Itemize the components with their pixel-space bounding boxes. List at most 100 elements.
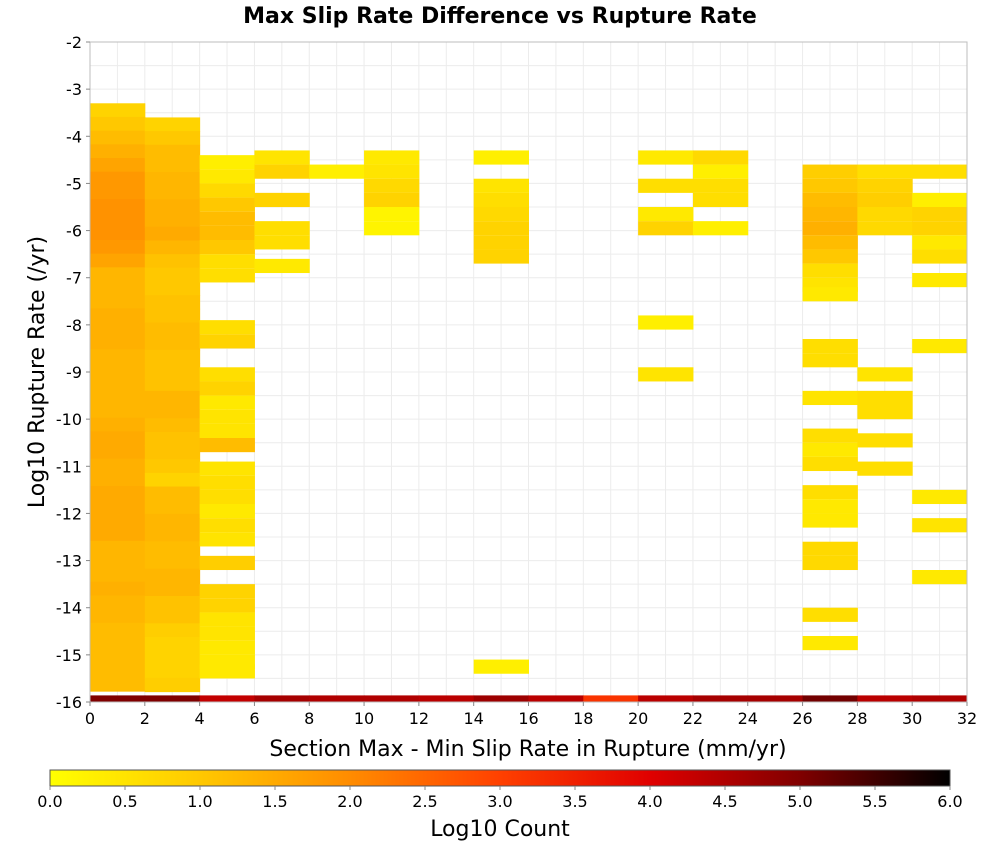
x-tick-label: 0 [85, 709, 95, 728]
heatmap-cell [912, 339, 968, 354]
heatmap-cell [692, 164, 749, 179]
heatmap-cell [199, 489, 255, 505]
heatmap-cell [90, 281, 146, 296]
y-tick-label: -11 [56, 457, 82, 476]
heatmap-cell-bottom [857, 695, 913, 702]
heatmap-cell [802, 287, 858, 302]
heatmap-cell [199, 367, 255, 382]
heatmap-cell [90, 445, 146, 460]
heatmap-cell [90, 116, 146, 132]
heatmap-cell [90, 486, 146, 501]
heatmap-cell [90, 595, 146, 610]
colorbar-tick-label: 5.0 [787, 792, 812, 811]
heatmap-cell [473, 178, 529, 193]
heatmap-cell [144, 240, 201, 255]
heatmap-cell [692, 150, 749, 165]
heatmap-cell [90, 554, 146, 569]
heatmap-cell [90, 240, 146, 255]
heatmap-cell [199, 197, 255, 212]
heatmap-cell [912, 235, 968, 250]
heatmap-cell [144, 213, 201, 228]
heatmap-cell [144, 349, 201, 365]
heatmap-cell [199, 504, 255, 519]
heatmap-cell [857, 178, 913, 193]
y-tick-label: -6 [66, 222, 82, 241]
heatmap-cell [199, 612, 255, 627]
heatmap-cell [90, 568, 146, 583]
x-tick-label: 4 [195, 709, 205, 728]
x-tick-label: 2 [140, 709, 150, 728]
heatmap-cell [144, 226, 201, 241]
heatmap-cell [857, 405, 913, 420]
heatmap-cell [638, 178, 694, 193]
heatmap-cell [254, 192, 310, 208]
heatmap-cell [144, 295, 201, 310]
y-axis-ticks: -2 -3 -4 -5 -6 -7 -8 -9 -10 -11 -12 -13 -14 -15 -16 [56, 33, 90, 712]
heatmap-cell [144, 267, 201, 282]
heatmap-cell [912, 570, 968, 585]
heatmap-cell [857, 221, 913, 236]
heatmap-cell-bottom [747, 695, 804, 702]
heatmap-cell [857, 390, 913, 406]
heatmap-cell-bottom [638, 695, 694, 702]
heatmap-cell [199, 320, 255, 335]
y-tick-label: -8 [66, 316, 82, 335]
heatmap-cell [692, 192, 749, 208]
colorbar-tick-label: 3.5 [562, 792, 587, 811]
heatmap-cell [802, 555, 858, 571]
heatmap-cell [199, 268, 255, 283]
heatmap-cell [802, 607, 858, 622]
y-tick-label: -12 [56, 504, 82, 523]
heatmap-cell [802, 164, 858, 179]
heatmap-cell-bottom [199, 695, 255, 702]
heatmap-cell [90, 622, 146, 637]
heatmap-cell [90, 417, 146, 432]
heatmap-cell [802, 456, 858, 472]
heatmap-cell [144, 459, 201, 474]
heatmap-cell-bottom [473, 695, 529, 702]
y-tick-label: -3 [66, 80, 82, 99]
heatmap-cell [857, 367, 913, 382]
heatmap-cell [802, 249, 858, 264]
heatmap-cell [638, 150, 694, 165]
heatmap-cell [802, 541, 858, 556]
heatmap-cell-bottom [144, 695, 201, 702]
heatmap-cell [144, 677, 201, 693]
heatmap-cell [199, 598, 255, 613]
colorbar-tick-label: 2.5 [412, 792, 437, 811]
heatmap-cell-bottom [90, 695, 146, 702]
heatmap-cell [144, 117, 201, 132]
heatmap-cell [364, 178, 420, 193]
colorbar-tick-label: 1.0 [187, 792, 212, 811]
y-tick-label: -10 [56, 410, 82, 429]
heatmap-cell [90, 581, 146, 596]
heatmap-cell [199, 334, 255, 349]
heatmap-cell [802, 178, 858, 193]
heatmap-cell [254, 164, 310, 179]
heatmap-cell-bottom [254, 695, 310, 702]
heatmap-cell [144, 131, 201, 146]
colorbar-tick-label: 4.0 [637, 792, 662, 811]
y-tick-label: -15 [56, 646, 82, 665]
heatmap-cell [90, 322, 146, 337]
x-tick-label: 18 [573, 709, 593, 728]
heatmap-cell [199, 409, 255, 424]
heatmap-cell [144, 636, 201, 652]
colorbar-tick-label: 0.0 [37, 792, 62, 811]
heatmap-cell [364, 207, 420, 222]
heatmap-cell-bottom [309, 695, 365, 702]
heatmap-cell [364, 150, 420, 165]
heatmap-cell [90, 335, 146, 350]
heatmap-cell [473, 221, 529, 236]
heatmap-cell [144, 527, 201, 542]
heatmap-cell [473, 150, 529, 165]
y-tick-label: -16 [56, 693, 82, 712]
heatmap-cell [144, 172, 201, 187]
heatmap-cell [90, 308, 146, 323]
heatmap-cell [199, 626, 255, 641]
heatmap-cell [802, 485, 858, 500]
heatmap-cell [199, 518, 255, 533]
heatmap-cell [199, 555, 255, 571]
heatmap-cell [90, 527, 146, 542]
